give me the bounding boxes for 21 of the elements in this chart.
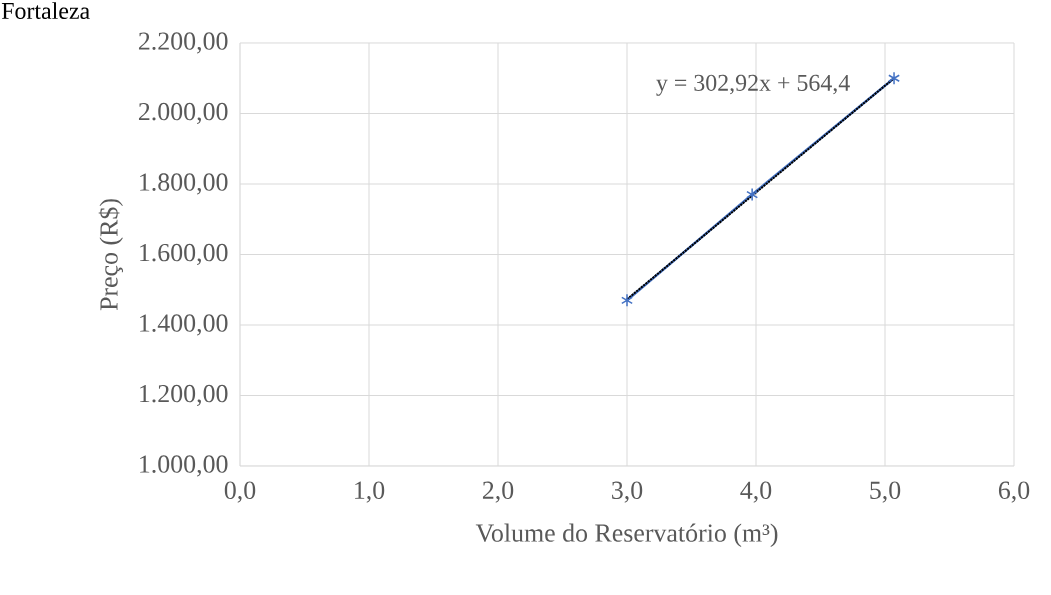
y-tick-label: 1.800,00 [140,173,228,195]
y-tick-label: 1.600,00 [140,243,228,266]
x-tick-label: 1,0 [355,481,385,503]
y-tick-label: 1.200,00 [140,384,228,407]
point [621,293,633,308]
text: Fortaleza [1,2,90,20]
y-axis-title: Preço (R$) [98,199,123,311]
x-tick-label: 5,0 [870,481,901,503]
y-tick-label: 1.000,00 [140,455,228,477]
y-tick-label: 1.400,00 [140,314,228,336]
x-tick-label: 6,0 [998,481,1030,503]
x-tick-label: 3,0 [612,481,643,503]
annotation: y = 302,92x + 564,4 [656,74,850,96]
x-tick-label: 2,0 [482,481,514,503]
y-tick-label: 2.000,00 [138,102,228,125]
x-tick-label: 4,0 [740,481,772,503]
point [888,71,900,85]
x-tick-label: 0,0 [224,481,256,503]
y-tick-label: 2.200,00 [138,32,228,54]
point [746,187,759,202]
x-axis-title: Volume do Reservatório (m³) [475,523,778,548]
